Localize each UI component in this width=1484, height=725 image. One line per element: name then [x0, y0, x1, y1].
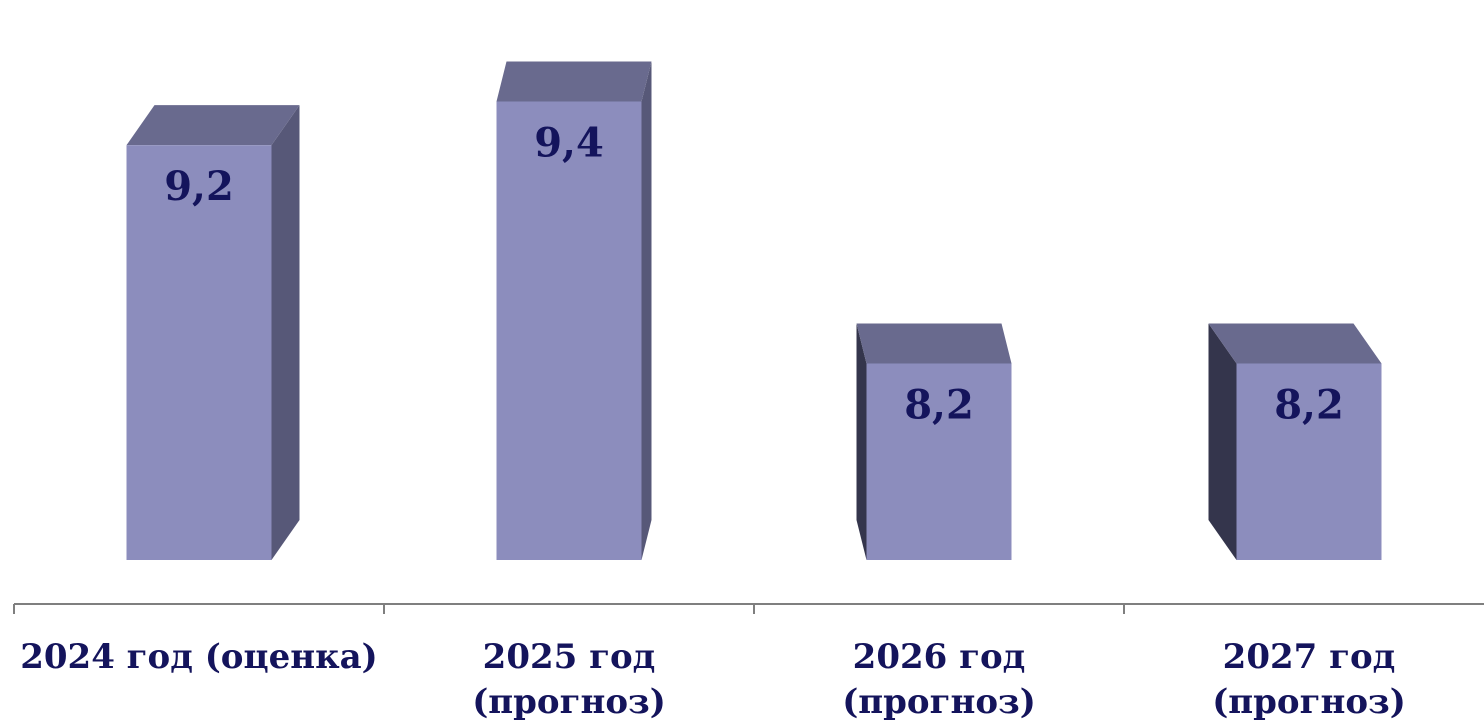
tick-label: 2024 год (оценка): [20, 637, 378, 677]
data-label: 8,2: [904, 382, 974, 429]
bar-side-face: [641, 61, 652, 560]
bar-2: [496, 61, 652, 560]
bar-front-face: [1236, 363, 1382, 560]
bar-front-face: [866, 363, 1012, 560]
bar-side-face: [856, 323, 867, 560]
bar-top-face: [496, 61, 652, 102]
data-label: 9,4: [534, 120, 604, 167]
bar-top-face: [126, 105, 300, 146]
data-label: 8,2: [1274, 382, 1344, 429]
bar-1: [126, 105, 300, 561]
bar-top-face: [1208, 323, 1382, 364]
bar-3: [856, 323, 1012, 560]
data-label: 9,2: [164, 163, 234, 210]
bar-top-face: [856, 323, 1012, 364]
bar-4: [1208, 323, 1382, 560]
tick-label: (прогноз): [842, 682, 1036, 722]
x-axis: [13, 603, 1484, 614]
bar-side-face: [1208, 323, 1237, 560]
labels-layer: 9,2 2024 год (оценка) 9,4 2025 год (прогноз)…: [20, 120, 1406, 723]
bar-side-face: [271, 105, 300, 561]
tick-label: 2025 год: [483, 637, 656, 677]
tick-label: (прогноз): [1212, 682, 1406, 722]
bar-front-face: [496, 101, 642, 560]
tick-label: 2027 год: [1223, 637, 1396, 677]
tick-label: 2026 год: [853, 637, 1026, 677]
tick-label: (прогноз): [472, 682, 666, 722]
bars-layer: [126, 61, 1382, 561]
bar-front-face: [126, 145, 272, 560]
